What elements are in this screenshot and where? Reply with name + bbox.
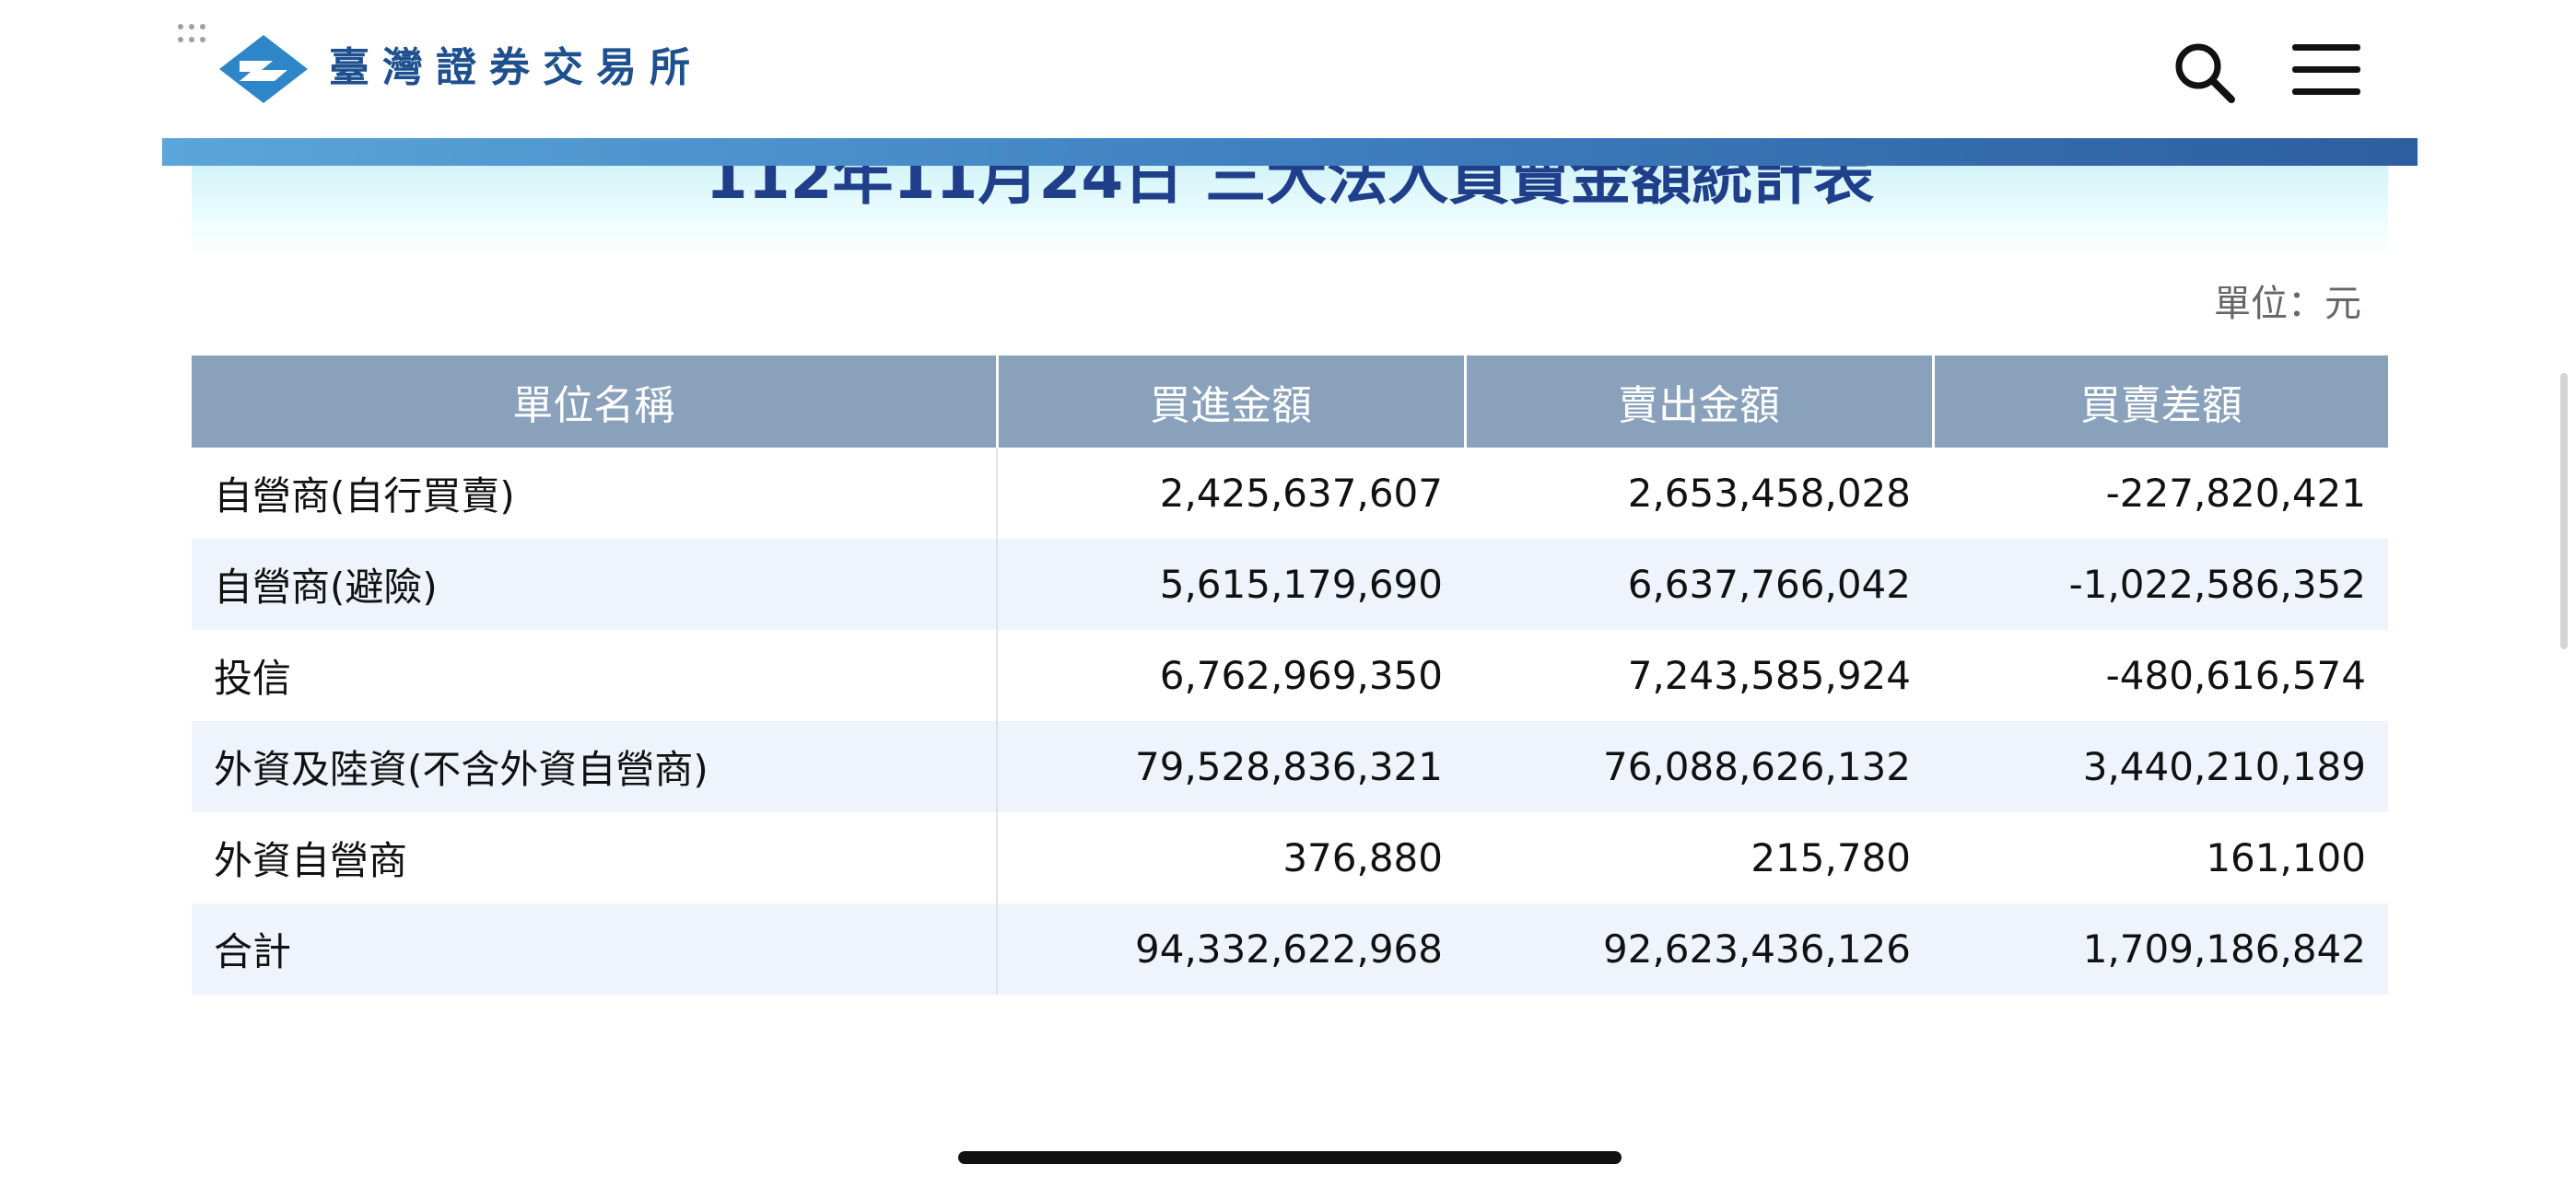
row-sell: 92,623,436,126	[1465, 903, 1933, 995]
vertical-scrollbar[interactable]	[2560, 373, 2568, 649]
twse-logo-icon[interactable]	[217, 33, 310, 105]
col-header-sell: 賣出金額	[1465, 355, 1935, 448]
row-name: 外資自營商	[192, 812, 998, 903]
home-indicator[interactable]	[958, 1151, 1622, 1164]
col-header-name: 單位名稱	[192, 355, 999, 448]
col-header-buy: 買進金額	[997, 355, 1467, 448]
table-row: 自營商(自行買賣) 2,425,637,607 2,653,458,028 -2…	[192, 448, 2388, 539]
table-row: 外資及陸資(不含外資自營商) 79,528,836,321 76,088,626…	[192, 721, 2388, 812]
table-header-row: 單位名稱 買進金額 賣出金額 買賣差額	[192, 355, 2388, 448]
table-row: 外資自營商 376,880 215,780 161,100	[192, 812, 2388, 903]
row-sell: 76,088,626,132	[1465, 721, 1933, 812]
row-diff: 1,709,186,842	[1933, 903, 2388, 995]
row-buy: 6,762,969,350	[1159, 653, 1443, 698]
row-name: 合計	[192, 903, 998, 995]
row-diff: 161,100	[2206, 835, 2366, 880]
row-diff: -480,616,574	[2105, 653, 2366, 698]
row-diff: 3,440,210,189	[1933, 721, 2388, 812]
row-sell: 6,637,766,042	[1465, 539, 1933, 630]
row-sell: 2,653,458,028	[1627, 471, 1911, 516]
row-diff: -1,022,586,352	[1933, 539, 2388, 630]
search-icon[interactable]	[2172, 41, 2237, 105]
row-buy: 376,880	[1282, 835, 1443, 880]
unit-label: 單位：元	[2214, 283, 2361, 325]
row-name: 自營商(避險)	[192, 539, 998, 630]
investor-trading-table: 單位名稱 買進金額 賣出金額 買賣差額 自營商(自行買賣) 2,425,637,…	[192, 355, 2388, 995]
row-diff: -227,820,421	[2105, 471, 2366, 516]
header-accent-bar	[162, 138, 2418, 166]
row-sell: 215,780	[1751, 835, 1911, 880]
row-name: 自營商(自行買賣)	[192, 448, 998, 539]
row-buy: 94,332,622,968	[997, 903, 1465, 995]
table-row-total: 合計 94,332,622,968 92,623,436,126 1,709,1…	[192, 903, 2388, 995]
row-sell: 7,243,585,924	[1627, 653, 1911, 698]
row-buy: 2,425,637,607	[1159, 471, 1443, 516]
row-name: 投信	[192, 630, 998, 721]
more-dots-icon[interactable]	[178, 24, 217, 52]
org-name[interactable]: 臺灣證券交易所	[329, 44, 703, 91]
hamburger-menu-icon[interactable]	[2292, 44, 2362, 96]
table-row: 自營商(避險) 5,615,179,690 6,637,766,042 -1,0…	[192, 539, 2388, 630]
row-buy: 5,615,179,690	[997, 539, 1465, 630]
row-name: 外資及陸資(不含外資自營商)	[192, 721, 998, 812]
row-buy: 79,528,836,321	[997, 721, 1465, 812]
col-header-diff: 買賣差額	[1933, 355, 2388, 448]
table-row: 投信 6,762,969,350 7,243,585,924 -480,616,…	[192, 630, 2388, 721]
